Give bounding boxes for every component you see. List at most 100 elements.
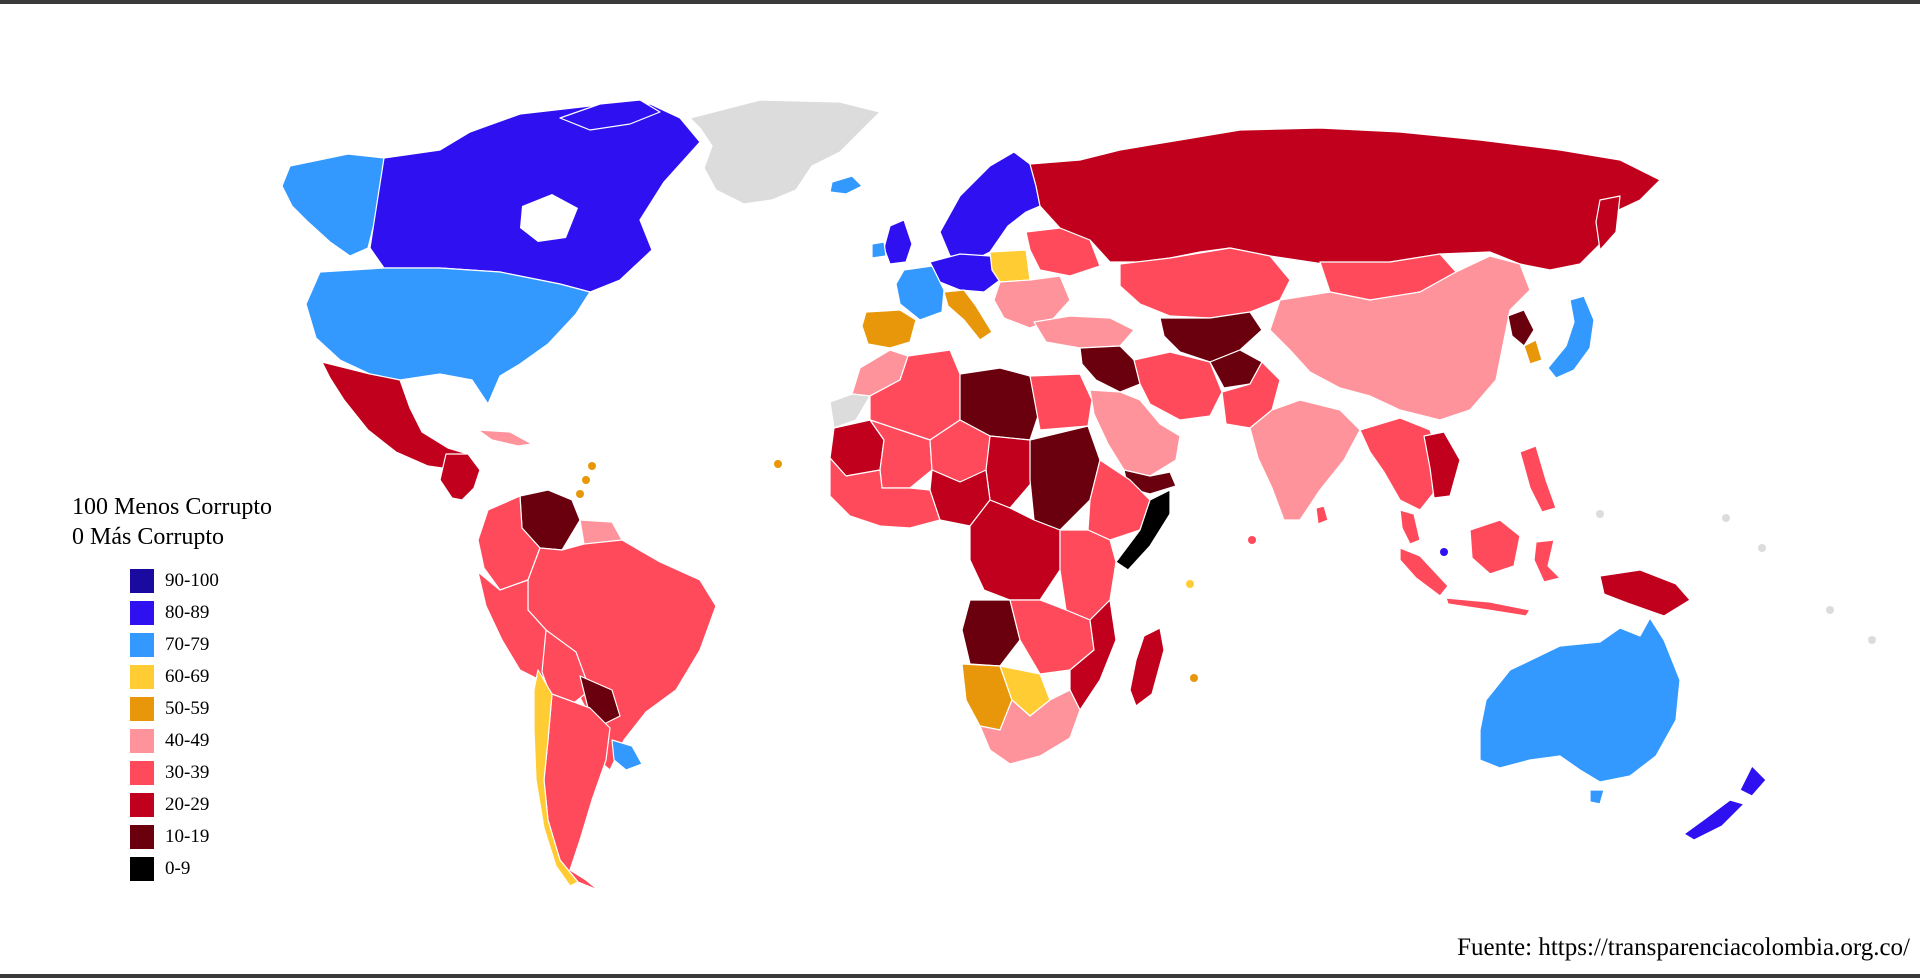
philippines: [1519, 445, 1557, 513]
sumatra: [1399, 547, 1449, 597]
legend-swatch: [130, 601, 154, 625]
legend-swatch: [130, 729, 154, 753]
island-dot: [1190, 674, 1198, 682]
south-africa: [979, 689, 1081, 765]
bottom-border: [0, 974, 1920, 978]
france: [895, 265, 945, 321]
legend-item: 50-59: [130, 694, 290, 726]
south-korea: [1523, 339, 1543, 365]
madagascar: [1129, 627, 1165, 707]
somalia: [1115, 489, 1171, 571]
united-kingdom: [883, 219, 913, 265]
new-guinea: [1599, 569, 1691, 617]
legend-item: 70-79: [130, 630, 290, 662]
legend-swatch: [130, 665, 154, 689]
india: [1249, 399, 1361, 521]
new-zealand: [1683, 765, 1767, 841]
island-dot: [588, 462, 596, 470]
indochina: [1423, 431, 1461, 499]
canada: [369, 103, 701, 293]
ireland: [871, 241, 887, 259]
island-dot: [1440, 548, 1448, 556]
legend-label: 0-9: [165, 858, 191, 879]
iceland: [829, 175, 863, 195]
legend-item: 10-19: [130, 822, 290, 854]
legend-label: 90-100: [165, 570, 219, 591]
island-dot: [582, 476, 590, 484]
legend-item: 0-9: [130, 854, 290, 886]
legend-item: 20-29: [130, 790, 290, 822]
paraguay: [579, 675, 621, 725]
legend-item: 60-69: [130, 662, 290, 694]
legend-swatch: [130, 569, 154, 593]
kazakhstan: [1119, 247, 1291, 319]
legend: 90-100 80-89 70-79 60-69 50-59 40-49 30-…: [130, 566, 290, 886]
island-dot: [1868, 636, 1876, 644]
island-dot: [774, 460, 782, 468]
island-dot: [576, 490, 584, 498]
java: [1445, 597, 1531, 617]
iberia: [861, 309, 917, 349]
legend-label: 10-19: [165, 826, 210, 847]
western-sahara: [829, 393, 871, 429]
japan: [1547, 295, 1595, 379]
legend-label: 40-49: [165, 730, 210, 751]
legend-title-line1: 100 Menos Corrupto: [72, 494, 272, 520]
alaska: [281, 153, 385, 257]
legend-label: 50-59: [165, 698, 210, 719]
borneo: [1469, 519, 1521, 575]
arabia: [1089, 389, 1181, 477]
island-dot: [1248, 536, 1256, 544]
legend-label: 80-89: [165, 602, 210, 623]
source-credit: Fuente: https://transparenciacolombia.or…: [1457, 934, 1910, 961]
legend-label: 30-39: [165, 762, 210, 783]
canada-islands: [559, 99, 661, 131]
russia: [1029, 127, 1661, 271]
legend-item: 80-89: [130, 598, 290, 630]
united-states: [305, 267, 591, 405]
top-border: [0, 0, 1920, 4]
western-europe: [929, 253, 1001, 293]
island-dot: [1758, 544, 1766, 552]
malay-peninsula: [1399, 509, 1421, 545]
legend-label: 60-69: [165, 666, 210, 687]
greenland: [689, 99, 881, 205]
iran: [1133, 351, 1223, 421]
pakistan: [1221, 361, 1281, 429]
island-dot: [1722, 514, 1730, 522]
china: [1269, 255, 1531, 421]
chile: [533, 669, 579, 887]
uruguay: [611, 739, 643, 771]
scandinavia: [939, 151, 1041, 263]
legend-label: 20-29: [165, 794, 210, 815]
legend-title-line2: 0 Más Corrupto: [72, 524, 224, 550]
turkey: [1033, 315, 1135, 349]
legend-swatch: [130, 633, 154, 657]
legend-swatch: [130, 697, 154, 721]
legend-label: 70-79: [165, 634, 210, 655]
central-america: [439, 453, 481, 501]
hudson-bay: [520, 194, 578, 242]
island-dot: [1596, 510, 1604, 518]
italy: [943, 289, 993, 341]
southeast-asia: [1359, 417, 1441, 511]
legend-swatch: [130, 825, 154, 849]
australia: [1479, 617, 1681, 783]
legend-item: 90-100: [130, 566, 290, 598]
legend-swatch: [130, 857, 154, 881]
kamchatka: [1595, 195, 1621, 251]
iraq-syria: [1079, 345, 1141, 393]
sudan: [1029, 425, 1101, 531]
chad: [985, 435, 1035, 509]
tasmania: [1589, 789, 1605, 805]
sulawesi: [1533, 539, 1561, 583]
island-dot: [1186, 580, 1194, 588]
legend-swatch: [130, 761, 154, 785]
sri-lanka: [1315, 505, 1329, 525]
angola: [961, 599, 1021, 667]
legend-item: 30-39: [130, 758, 290, 790]
legend-item: 40-49: [130, 726, 290, 758]
legend-swatch: [130, 793, 154, 817]
egypt: [1029, 373, 1093, 431]
